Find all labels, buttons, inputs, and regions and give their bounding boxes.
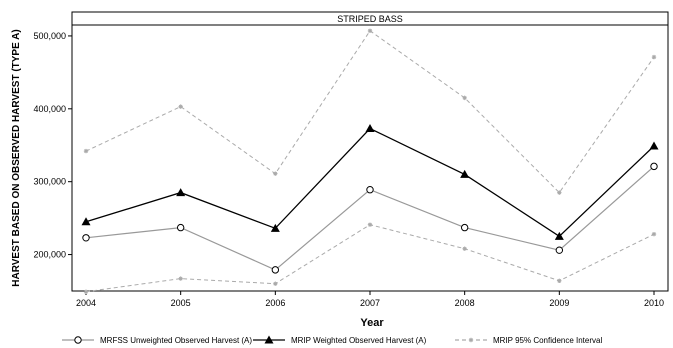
ci-lower-point	[651, 231, 657, 237]
mrfss-point	[82, 234, 90, 242]
title-band	[71, 11, 669, 26]
ci-upper-point	[83, 148, 89, 154]
ci-upper-point	[462, 95, 467, 101]
ci-lower-point	[83, 289, 89, 294]
ci-upper-point	[273, 171, 278, 176]
ci-lower-point	[273, 281, 278, 286]
ci-upper-line	[85, 30, 655, 194]
mrfss-point	[176, 223, 185, 232]
ci-lower-point	[557, 278, 562, 283]
x-tick-label: 2007	[360, 298, 380, 308]
legend: MRFSS Unweighted Observed Harvest (A) MRI…	[62, 335, 602, 345]
x-tick-label: 2005	[171, 298, 191, 308]
y-tick-label: 200,000	[33, 250, 66, 260]
mrip-point	[649, 141, 659, 150]
y-tick-label: 500,000	[33, 31, 66, 41]
mrip-point	[81, 217, 91, 226]
mrip-point	[365, 123, 375, 132]
series-layer	[81, 28, 659, 294]
mrfss-point	[460, 223, 469, 232]
legend-label: MRIP 95% Confidence Interval	[493, 336, 602, 345]
axis-ticks: 200,000 300,000 400,000 500,000 2004 2005 2006…	[33, 31, 664, 308]
ci-lower-point	[367, 222, 373, 227]
chart-title: STRIPED BASS	[337, 14, 403, 24]
legend-label: MRFSS Unweighted Observed Harvest (A)	[100, 336, 252, 345]
x-tick-label: 2004	[76, 298, 96, 308]
x-axis-label: Year	[360, 317, 384, 329]
y-tick-label: 300,000	[33, 177, 66, 187]
mrip-point	[176, 188, 186, 197]
legend-label: MRIP Weighted Observed Harvest (A)	[291, 336, 427, 345]
mrip-point	[270, 223, 280, 232]
ci-upper-point	[178, 104, 183, 109]
x-tick-label: 2008	[455, 298, 475, 308]
mrfss-point	[271, 266, 280, 274]
ci-lower-point	[462, 246, 467, 251]
mrip-point	[460, 169, 470, 178]
ci-upper-point	[367, 28, 373, 34]
mrfss-line	[85, 165, 655, 271]
mrip-line	[85, 127, 655, 238]
y-tick-label: 400,000	[33, 104, 66, 114]
legend-swatch-marker	[468, 337, 474, 343]
x-tick-label: 2009	[549, 298, 569, 308]
mrip-point	[554, 231, 564, 240]
ci-upper-point	[651, 54, 657, 60]
plot-area	[71, 24, 669, 292]
ci-upper-point	[557, 190, 562, 195]
ci-lower-line	[85, 224, 655, 293]
x-tick-label: 2006	[265, 298, 285, 308]
y-axis-label: HARVEST BASED ON OBSERVED HARVEST (TYPE …	[11, 29, 22, 286]
mrfss-point	[555, 246, 564, 254]
x-tick-label: 2010	[644, 298, 664, 308]
ci-lower-point	[178, 276, 183, 281]
legend-swatch-marker	[264, 335, 274, 344]
legend-swatch-marker	[74, 336, 82, 344]
mrfss-point	[366, 186, 374, 194]
mrfss-point	[650, 162, 658, 171]
